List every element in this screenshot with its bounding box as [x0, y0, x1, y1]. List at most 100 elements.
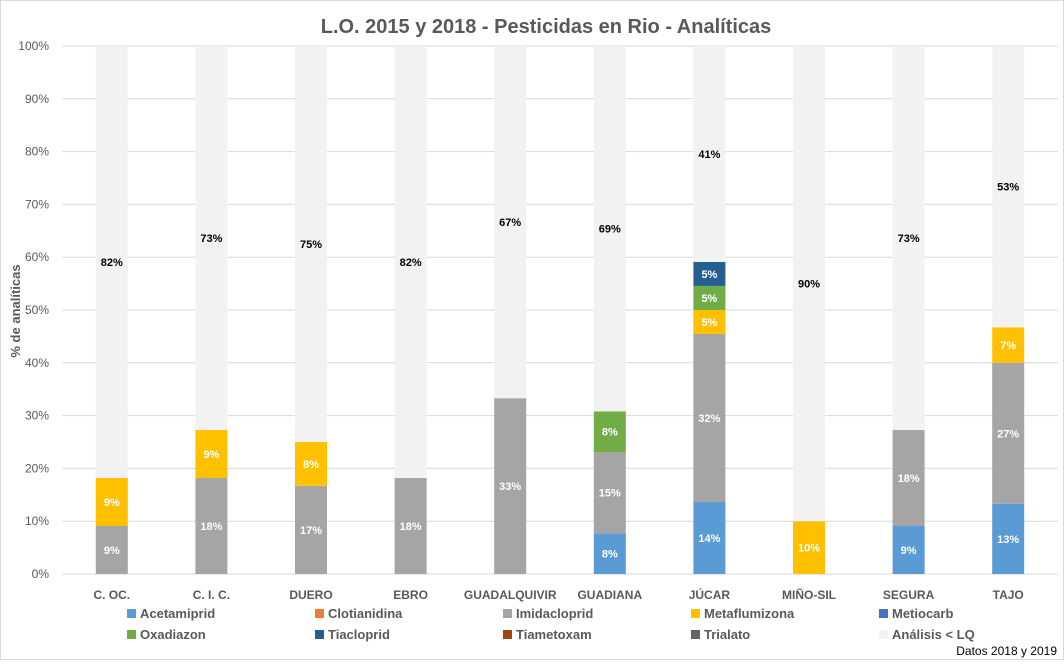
bar-segment — [693, 333, 726, 502]
legend-swatch — [879, 630, 888, 639]
data-label: 5% — [701, 293, 717, 305]
bar-segment — [892, 526, 925, 574]
y-tick-label: 90% — [25, 92, 49, 106]
legend-swatch — [691, 609, 700, 618]
bar-segment — [693, 501, 726, 574]
bar-stack: 18% 9% 73% — [195, 46, 228, 574]
legend-label: Oxadiazon — [140, 627, 206, 642]
data-label: 18% — [200, 521, 222, 533]
bar-segment — [693, 285, 726, 310]
legend-swatch — [315, 630, 324, 639]
bar-segment — [992, 327, 1025, 363]
legend-swatch — [503, 609, 512, 618]
data-label: 18% — [898, 473, 920, 485]
data-label: 69% — [599, 224, 621, 236]
bar-segment — [892, 46, 925, 431]
data-label: 82% — [101, 257, 123, 269]
bar-segment — [195, 46, 228, 431]
legend-label: Trialato — [704, 627, 750, 642]
x-tick-label: MIÑO-SIL — [782, 587, 836, 602]
data-label: 53% — [997, 182, 1019, 194]
legend-item: Imidacloprid — [503, 606, 593, 621]
data-label: 15% — [599, 488, 621, 500]
legend-swatch — [503, 630, 512, 639]
bar-segment — [992, 503, 1025, 574]
bar-stack: 8% 15% 8% 69% — [593, 46, 626, 574]
y-tick-label: 100% — [18, 39, 49, 53]
legend-item: Trialato — [691, 627, 750, 642]
data-label: 18% — [400, 521, 422, 533]
x-tick-label: GUADIANA — [577, 588, 642, 602]
bar-segment — [295, 46, 327, 442]
x-tick-label: C. OC. — [93, 588, 130, 602]
footnote: Datos 2018 y 2019 — [956, 644, 1057, 658]
data-label: 8% — [602, 549, 618, 561]
data-label: 67% — [499, 217, 521, 229]
data-label: 9% — [203, 449, 219, 461]
bar-segment — [693, 309, 726, 334]
legend-swatch — [315, 609, 324, 618]
legend-item: Tiacloprid — [315, 627, 390, 642]
bar-stack: 9% 9% 82% — [95, 46, 128, 574]
data-label: 73% — [200, 233, 222, 245]
x-tick-label: EBRO — [393, 588, 428, 602]
legend-label: Metiocarb — [892, 606, 953, 621]
bar-segment — [992, 362, 1025, 504]
data-label: 27% — [997, 428, 1019, 440]
bar-stack: 17% 8% 75% — [295, 46, 327, 574]
bar-stack: 9% 18% 73% — [892, 46, 925, 574]
legend-item: Clotianidina — [315, 606, 403, 621]
data-label: 10% — [798, 543, 820, 555]
bar-segment — [793, 521, 825, 574]
data-label: 9% — [901, 545, 917, 557]
bar-segment — [95, 46, 128, 479]
data-label: 73% — [898, 233, 920, 245]
bar-segment — [494, 398, 527, 574]
bar-segment — [195, 478, 228, 574]
bar-segment — [593, 46, 626, 412]
data-label: 41% — [698, 149, 720, 161]
legend-item: Oxadiazon — [127, 627, 206, 642]
legend-item: Tiametoxam — [503, 627, 592, 642]
y-tick-label: 0% — [32, 567, 50, 581]
legend: Acetamiprid Clotianidina Imidacloprid Metaf… — [127, 606, 975, 642]
data-label: 32% — [698, 413, 720, 425]
legend-item: Acetamiprid — [127, 606, 215, 621]
legend-swatch — [127, 609, 136, 618]
bar-segment — [693, 45, 726, 262]
gridlines: 0% 10% 20% 30% 40% 50% 60% 70% 80% 90% 100% — [18, 39, 1058, 581]
data-label: 13% — [997, 534, 1019, 546]
y-tick-label: 40% — [25, 356, 49, 370]
y-tick-label: 10% — [25, 514, 49, 528]
legend-swatch — [127, 630, 136, 639]
data-label: 8% — [303, 459, 319, 471]
data-label: 8% — [602, 427, 618, 439]
y-tick-label: 60% — [25, 250, 49, 264]
legend-item: Metaflumizona — [691, 606, 795, 621]
bar-segment — [95, 478, 128, 527]
y-tick-label: 30% — [25, 409, 49, 423]
legend-swatch — [691, 630, 700, 639]
data-label: 90% — [798, 279, 820, 291]
x-tick-label: JÚCAR — [689, 587, 731, 602]
data-label: 17% — [300, 525, 322, 537]
bar-segment — [95, 526, 128, 574]
legend-item: Metiocarb — [879, 606, 953, 621]
x-tick-label: SEGURA — [883, 588, 935, 602]
bars: 9% 9% 82% 18% 9% 73% 17% 8% 75% 18% 82% 33% 67% 8% 15%… — [95, 45, 1025, 574]
legend-label: Imidacloprid — [516, 606, 593, 621]
bar-segment — [394, 478, 427, 574]
bar-segment — [892, 430, 925, 527]
x-tick-label: C. I. C. — [193, 588, 230, 602]
legend-label: Clotianidina — [328, 606, 403, 621]
chart-title: L.O. 2015 y 2018 - Pesticidas en Rio - A… — [321, 16, 772, 38]
bar-stack: 33% 67% — [494, 46, 527, 574]
data-label: 33% — [499, 481, 521, 493]
data-label: 9% — [104, 545, 120, 557]
y-tick-label: 70% — [25, 197, 49, 211]
bar-segment — [295, 442, 327, 486]
data-label: 14% — [698, 533, 720, 545]
x-tick-label: TAJO — [993, 588, 1024, 602]
